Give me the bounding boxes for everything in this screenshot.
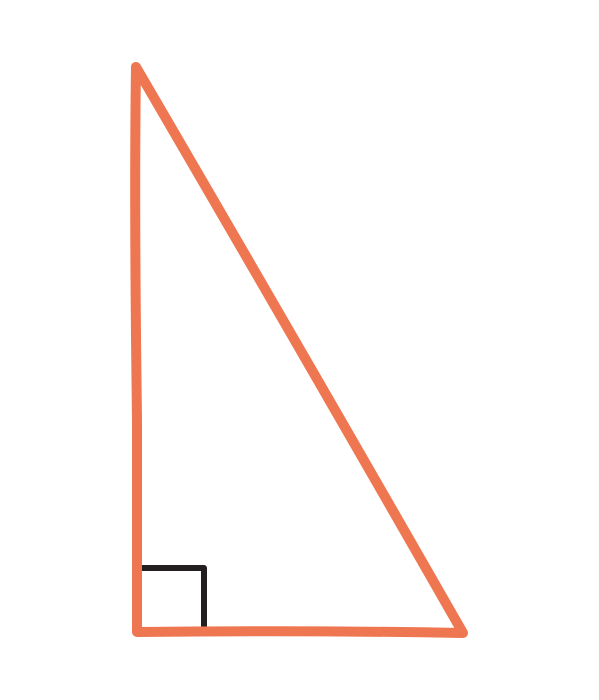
- right-triangle: [130, 62, 468, 638]
- right-angle-marker: [137, 565, 207, 633]
